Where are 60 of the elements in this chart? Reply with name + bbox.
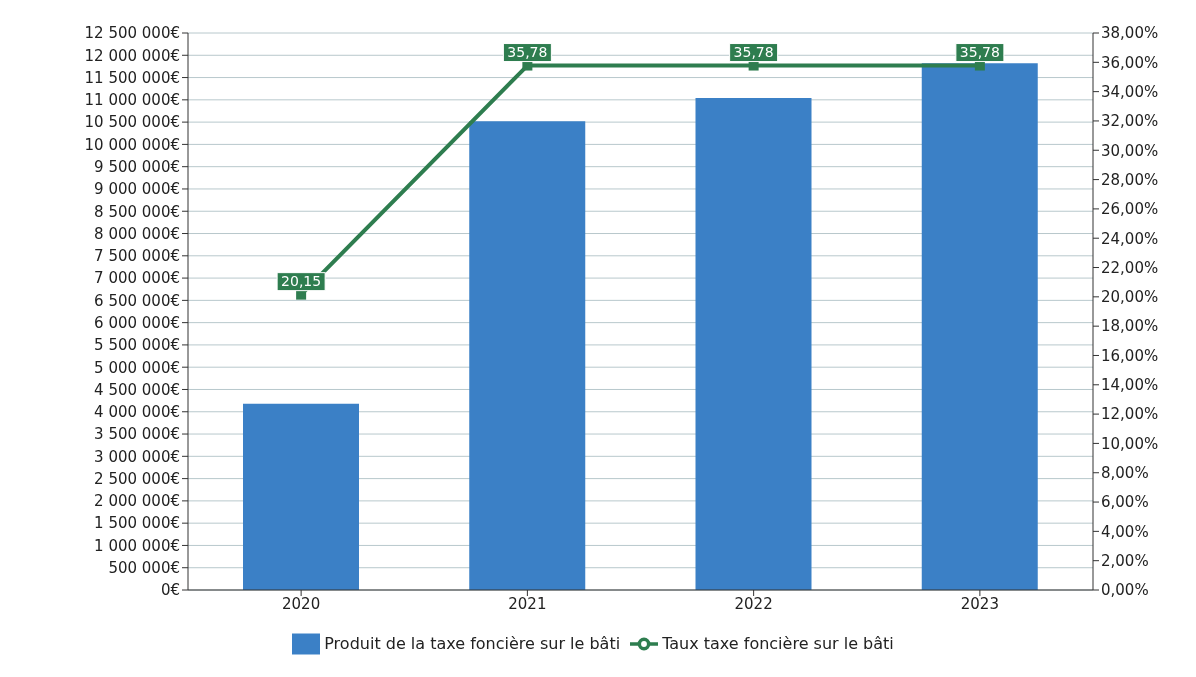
y2-tick-label: 2,00% — [1101, 552, 1149, 571]
y-tick-label: 10 500 000€ — [84, 113, 180, 132]
data-label: 35,78 — [959, 43, 1000, 60]
y2-tick-label: 32,00% — [1101, 112, 1159, 131]
y2-tick-label: 24,00% — [1101, 229, 1159, 248]
data-label: 35,78 — [733, 43, 774, 60]
y2-tick-label: 12,00% — [1101, 405, 1159, 424]
y-tick-label: 2 500 000€ — [94, 469, 180, 488]
y2-tick-label: 28,00% — [1101, 170, 1159, 189]
y2-tick-label: 38,00% — [1101, 24, 1159, 43]
bar — [469, 121, 586, 590]
legend-label: Produit de la taxe foncière sur le bâti — [324, 633, 621, 653]
y-tick-label: 8 500 000€ — [94, 202, 180, 221]
y2-tick-label: 8,00% — [1101, 464, 1149, 483]
y-tick-label: 3 000 000€ — [94, 447, 180, 466]
x-tick-label: 2023 — [960, 594, 999, 613]
x-tick-label: 2020 — [282, 594, 321, 613]
y-tick-label: 9 500 000€ — [94, 158, 180, 176]
bar — [921, 63, 1038, 590]
y-tick-label: 11 000 000€ — [84, 91, 180, 110]
y2-tick-label: 20,00% — [1101, 288, 1159, 307]
bar — [695, 98, 812, 590]
y-tick-label: 5 500 000€ — [94, 336, 180, 355]
y-tick-label: 12 500 000€ — [84, 24, 180, 43]
y2-tick-label: 6,00% — [1101, 493, 1149, 512]
y-tick-label: 4 000 000€ — [94, 403, 180, 422]
y-tick-label: 9 000 000€ — [94, 180, 180, 199]
y-tick-label: 0€ — [160, 581, 180, 600]
y-tick-label: 8 000 000€ — [94, 224, 180, 243]
y-tick-label: 10 000 000€ — [84, 135, 180, 154]
y2-tick-label: 4,00% — [1101, 522, 1149, 541]
bar — [243, 403, 359, 590]
y-tick-label: 6 500 000€ — [94, 291, 180, 310]
y2-tick-label: 34,00% — [1101, 82, 1159, 101]
y-tick-label: 6 000 000€ — [94, 313, 180, 332]
y-tick-label: 12 000 000€ — [84, 46, 180, 65]
y-tick-label: 1 500 000€ — [94, 514, 180, 533]
y-tick-label: 7 500 000€ — [94, 247, 180, 266]
y-tick-label: 3 500 000€ — [94, 425, 180, 444]
y2-tick-label: 22,00% — [1101, 258, 1159, 277]
y-tick-label: 500 000€ — [108, 559, 180, 578]
y-tick-label: 1 000 000€ — [94, 536, 180, 555]
y2-tick-label: 36,00% — [1101, 53, 1159, 72]
y2-tick-label: 16,00% — [1101, 346, 1159, 365]
x-tick-label: 2021 — [508, 594, 547, 613]
y2-tick-label: 26,00% — [1101, 200, 1159, 219]
y2-tick-label: 0,00% — [1101, 581, 1149, 600]
y2-tick-label: 14,00% — [1101, 376, 1159, 395]
y2-tick-label: 18,00% — [1101, 317, 1159, 336]
y2-tick-label: 30,00% — [1101, 141, 1159, 160]
data-label: 35,78 — [507, 43, 548, 60]
y2-tick-label: 10,00% — [1101, 434, 1159, 453]
x-tick-label: 2022 — [734, 594, 773, 613]
y-tick-label: 4 500 000€ — [94, 380, 180, 399]
legend-label: Taux taxe foncière sur le bâti — [662, 633, 894, 653]
data-label: 20,15 — [281, 272, 322, 289]
y-tick-label: 2 000 000€ — [94, 492, 180, 511]
y-tick-label: 5 000 000€ — [94, 358, 180, 377]
y-tick-label: 11 500 000€ — [84, 68, 180, 87]
y-tick-label: 7 000 000€ — [94, 269, 180, 288]
